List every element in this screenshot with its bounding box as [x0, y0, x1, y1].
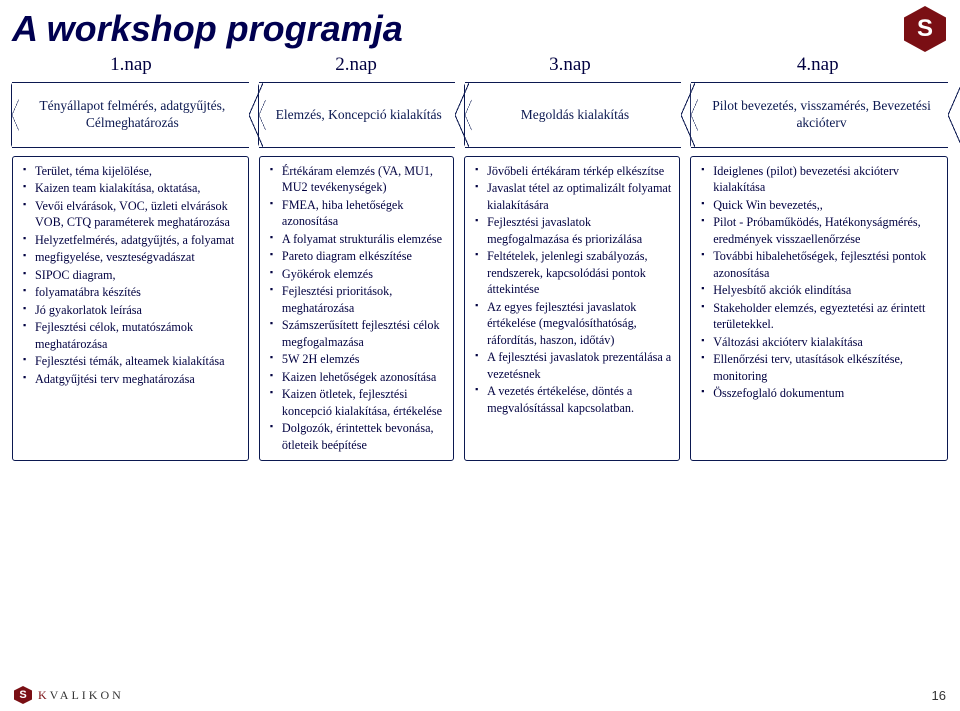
list-item: Pilot - Próbaműködés, Hatékonyságmérés, … — [699, 214, 939, 247]
details-col-3: Jövőbeli értékáram térkép elkészítseJava… — [464, 156, 680, 461]
list-item: Kaizen ötletek, fejlesztési koncepció ki… — [268, 386, 445, 419]
details-list-4: Ideiglenes (pilot) bevezetési akcióterv … — [699, 163, 939, 402]
details-col-1: Terület, téma kijelölése,Kaizen team kia… — [12, 156, 249, 461]
list-item: A folyamat strukturális elemzése — [268, 231, 445, 247]
details-row: Terület, téma kijelölése,Kaizen team kia… — [0, 148, 960, 461]
footer-brand: KVALIKON — [14, 686, 124, 704]
list-item: Fejlesztési javaslatok megfogalmazása és… — [473, 214, 671, 247]
list-item: Helyesbítő akciók elindítása — [699, 282, 939, 298]
footer-brand-accent: K — [38, 688, 50, 702]
phase-panel-1-text: Tényállapot felmérés, adatgyűjtés, Célme… — [26, 98, 239, 132]
list-item: Változási akcióterv kialakítása — [699, 334, 939, 350]
list-item: FMEA, hiba lehetőségek azonosítása — [268, 197, 445, 230]
day-label-2: 2.nap — [260, 54, 453, 76]
details-list-1: Terület, téma kijelölése,Kaizen team kia… — [21, 163, 240, 387]
list-item: Helyzetfelmérés, adatgyűjtés, a folyamat — [21, 232, 240, 248]
list-item: Quick Win bevezetés,, — [699, 197, 939, 213]
list-item: Gyökérok elemzés — [268, 266, 445, 282]
phase-panel-2: Elemzés, Koncepció kialakítás — [259, 82, 455, 148]
list-item: Ideiglenes (pilot) bevezetési akcióterv … — [699, 163, 939, 196]
list-item: A fejlesztési javaslatok prezentálása a … — [473, 349, 671, 382]
list-item: megfigyelése, veszteségvadászat — [21, 249, 240, 265]
list-item: Fejlesztési célok, mutatószámok meghatár… — [21, 319, 240, 352]
list-item: Stakeholder elemzés, egyeztetési az érin… — [699, 300, 939, 333]
phase-panel-4-text: Pilot bevezetés, visszamérés, Bevezetési… — [705, 98, 938, 132]
list-item: Pareto diagram elkészítése — [268, 248, 445, 264]
list-item: Kaizen team kialakítása, oktatása, — [21, 180, 240, 196]
page-title: A workshop programja — [0, 0, 960, 52]
phase-panel-2-text: Elemzés, Koncepció kialakítás — [276, 107, 442, 124]
day-label-1: 1.nap — [12, 54, 250, 76]
footer-brand-text: KVALIKON — [38, 688, 124, 703]
phase-panel-4: Pilot bevezetés, visszamérés, Bevezetési… — [691, 82, 948, 148]
list-item: Számszerűsített fejlesztési célok megfog… — [268, 317, 445, 350]
list-item: Terület, téma kijelölése, — [21, 163, 240, 179]
footer: KVALIKON 16 — [0, 679, 960, 711]
list-item: folyamatábra készítés — [21, 284, 240, 300]
phase-panel-1: Tényállapot felmérés, adatgyűjtés, Célme… — [12, 82, 249, 148]
footer-brand-rest: VALIKON — [50, 688, 124, 702]
list-item: A vezetés értékelése, döntés a megvalósí… — [473, 383, 671, 416]
list-item: Dolgozók, érintettek bevonása, ötleteik … — [268, 420, 445, 453]
list-item: Kaizen lehetőségek azonosítása — [268, 369, 445, 385]
list-item: Adatgyűjtési terv meghatározása — [21, 371, 240, 387]
list-item: SIPOC diagram, — [21, 267, 240, 283]
list-item: 5W 2H elemzés — [268, 351, 445, 367]
phase-panel-3: Megoldás kialakítás — [465, 82, 681, 148]
list-item: Vevői elvárások, VOC, üzleti elvárások V… — [21, 198, 240, 231]
details-list-3: Jövőbeli értékáram térkép elkészítseJava… — [473, 163, 671, 416]
footer-logo-icon — [14, 686, 32, 704]
list-item: További hibalehetőségek, fejlesztési pon… — [699, 248, 939, 281]
list-item: Fejlesztési témák, alteamek kialakítása — [21, 353, 240, 369]
list-item: Fejlesztési prioritások, meghatározása — [268, 283, 445, 316]
page-number: 16 — [932, 688, 946, 703]
list-item: Ellenőrzési terv, utasítások elkészítése… — [699, 351, 939, 384]
day-labels-row: 1.nap 2.nap 3.nap 4.nap — [0, 54, 960, 76]
phase-panels-row: Tényállapot felmérés, adatgyűjtés, Célme… — [0, 76, 960, 148]
day-label-4: 4.nap — [688, 54, 948, 76]
phase-panel-3-text: Megoldás kialakítás — [521, 107, 629, 124]
list-item: Az egyes fejlesztési javaslatok értékelé… — [473, 299, 671, 348]
details-list-2: Értékáram elemzés (VA, MU1, MU2 tevékeny… — [268, 163, 445, 453]
list-item: Javaslat tétel az optimalizált folyamat … — [473, 180, 671, 213]
list-item: Jó gyakorlatok leírása — [21, 302, 240, 318]
list-item: Összefoglaló dokumentum — [699, 385, 939, 401]
list-item: Feltételek, jelenlegi szabályozás, rends… — [473, 248, 671, 297]
list-item: Jövőbeli értékáram térkép elkészítse — [473, 163, 671, 179]
list-item: Értékáram elemzés (VA, MU1, MU2 tevékeny… — [268, 163, 445, 196]
day-label-3: 3.nap — [462, 54, 677, 76]
details-col-4: Ideiglenes (pilot) bevezetési akcióterv … — [690, 156, 948, 461]
details-col-2: Értékáram elemzés (VA, MU1, MU2 tevékeny… — [259, 156, 454, 461]
